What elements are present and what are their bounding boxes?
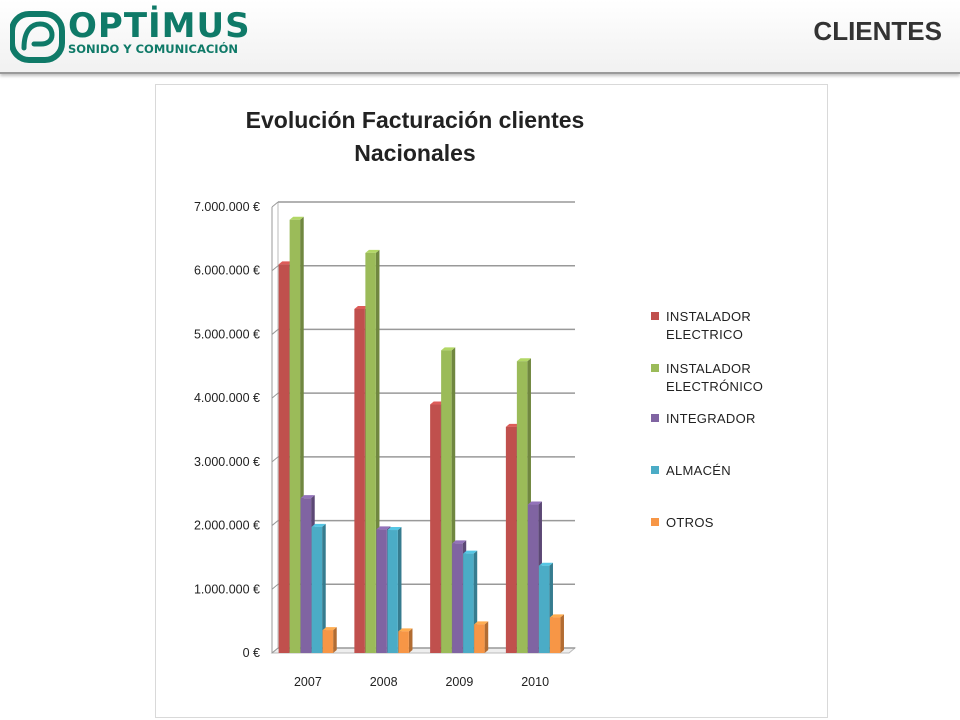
legend-swatch [651,518,659,526]
gridline-depth [271,329,279,335]
bar [516,361,528,653]
bar-top [322,627,337,631]
brand-name: OPTİMUS [68,6,251,46]
y-tick-label: 5.000.000 € [194,327,260,341]
legend-swatch [651,364,659,372]
gridline-depth [271,392,279,399]
bar-top [441,347,456,351]
gridline-depth [271,456,279,463]
bar-top [549,614,564,618]
legend-label: INSTALADOR ELECTRICO [666,309,752,342]
bar [278,264,290,653]
page-title: CLIENTES [813,16,942,46]
header-bar: OPTİMUS SONIDO Y COMUNICACIÓN CLIENTES [0,0,960,74]
bar-top [300,495,315,499]
bar [441,350,452,653]
bar-top [516,358,531,362]
bar-top [376,526,391,530]
bar-side [333,627,337,653]
bar-side [397,527,402,653]
bar [376,529,387,653]
legend-swatch [651,466,659,474]
gridline-depth [271,201,279,208]
bar-top [278,261,293,265]
bar-top [311,523,326,527]
gridline-depth [271,583,279,590]
gridline-depth [271,520,279,526]
bar-side [322,523,326,653]
x-tick-label: 2009 [445,675,473,689]
bar [549,617,561,653]
bar [505,426,517,653]
y-tick-label: 3.000.000 € [194,455,260,469]
bar [365,252,376,654]
legend-label: ALMACÉN [666,463,731,478]
y-tick-label: 6.000.000 € [194,264,260,278]
bar [538,565,550,653]
bar-chart: 0 € 1.000.000 € 2.000.000 € 3.000.000 € 4.00… [194,200,577,689]
bar-side [484,621,489,653]
bar-top [474,621,489,625]
bar [463,553,474,653]
legend-label: OTROS [666,515,714,530]
bar-top [463,550,478,554]
legend-label: INSTALADOR ELECTRÓNICO [666,361,764,394]
gridline-depth [271,265,279,272]
y-tick-label: 7.000.000 € [194,200,260,214]
bar [300,498,312,653]
x-tick-label: 2008 [370,675,398,689]
chart-frame [155,84,828,718]
y-tick-label: 2.000.000 € [194,519,260,533]
brand-tagline: SONIDO Y COMUNICACIÓN [68,42,238,56]
bar [527,504,539,653]
x-tick-label: 2007 [294,675,322,689]
x-tick-label: 2010 [521,675,549,689]
bar [452,543,463,653]
bar-top [527,501,542,505]
bar-top [289,216,304,220]
optimus-logo-icon [10,11,65,63]
legend-label: INTEGRADOR [666,411,756,426]
gridline-depth [271,647,279,654]
legend-swatch [651,414,659,422]
bar [311,526,323,653]
y-tick-label: 0 € [243,646,260,660]
bar-side [560,614,564,653]
chart-title-line-2: Nacionales [354,140,476,166]
bar-top [398,628,413,632]
bar [289,219,301,653]
y-tick-label: 4.000.000 € [194,391,260,405]
bar-top [505,423,520,427]
bar [430,404,441,653]
chart-title: Evolución Facturación clientes Nacionale… [155,104,675,170]
y-tick-label: 1.000.000 € [194,582,260,596]
bar [474,624,485,653]
bar [322,630,334,653]
chart-title-line-1: Evolución Facturación clientes [245,107,585,133]
bar-top [452,540,467,544]
bar [387,530,398,653]
bar-top [538,562,553,566]
bar-top [430,401,445,405]
bar [398,631,409,653]
bar-top [365,249,380,253]
bar-top [354,305,369,309]
bar [354,308,365,653]
bar-top [387,527,402,531]
legend-swatch [651,312,659,320]
bar-side [408,628,413,653]
